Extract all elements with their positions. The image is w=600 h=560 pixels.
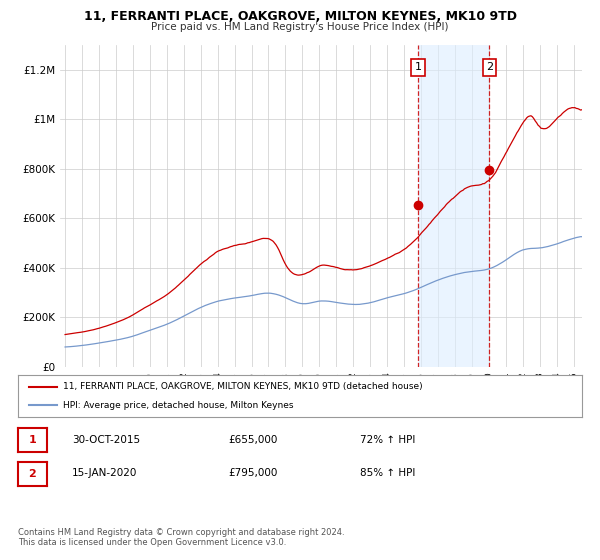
Text: 11, FERRANTI PLACE, OAKGROVE, MILTON KEYNES, MK10 9TD: 11, FERRANTI PLACE, OAKGROVE, MILTON KEY… — [83, 10, 517, 24]
Text: £655,000: £655,000 — [228, 435, 277, 445]
Text: 15-JAN-2020: 15-JAN-2020 — [72, 468, 137, 478]
Text: 1: 1 — [29, 435, 36, 445]
Bar — [418, 45, 490, 367]
Text: 1: 1 — [415, 62, 422, 72]
Text: Contains HM Land Registry data © Crown copyright and database right 2024.
This d: Contains HM Land Registry data © Crown c… — [18, 528, 344, 547]
Text: 2: 2 — [29, 469, 36, 479]
Text: 85% ↑ HPI: 85% ↑ HPI — [360, 468, 415, 478]
Text: 2: 2 — [486, 62, 493, 72]
Text: £795,000: £795,000 — [228, 468, 277, 478]
Text: HPI: Average price, detached house, Milton Keynes: HPI: Average price, detached house, Milt… — [63, 401, 293, 410]
Text: 30-OCT-2015: 30-OCT-2015 — [72, 435, 140, 445]
Text: 72% ↑ HPI: 72% ↑ HPI — [360, 435, 415, 445]
Text: 11, FERRANTI PLACE, OAKGROVE, MILTON KEYNES, MK10 9TD (detached house): 11, FERRANTI PLACE, OAKGROVE, MILTON KEY… — [63, 382, 423, 391]
Text: Price paid vs. HM Land Registry's House Price Index (HPI): Price paid vs. HM Land Registry's House … — [151, 22, 449, 32]
